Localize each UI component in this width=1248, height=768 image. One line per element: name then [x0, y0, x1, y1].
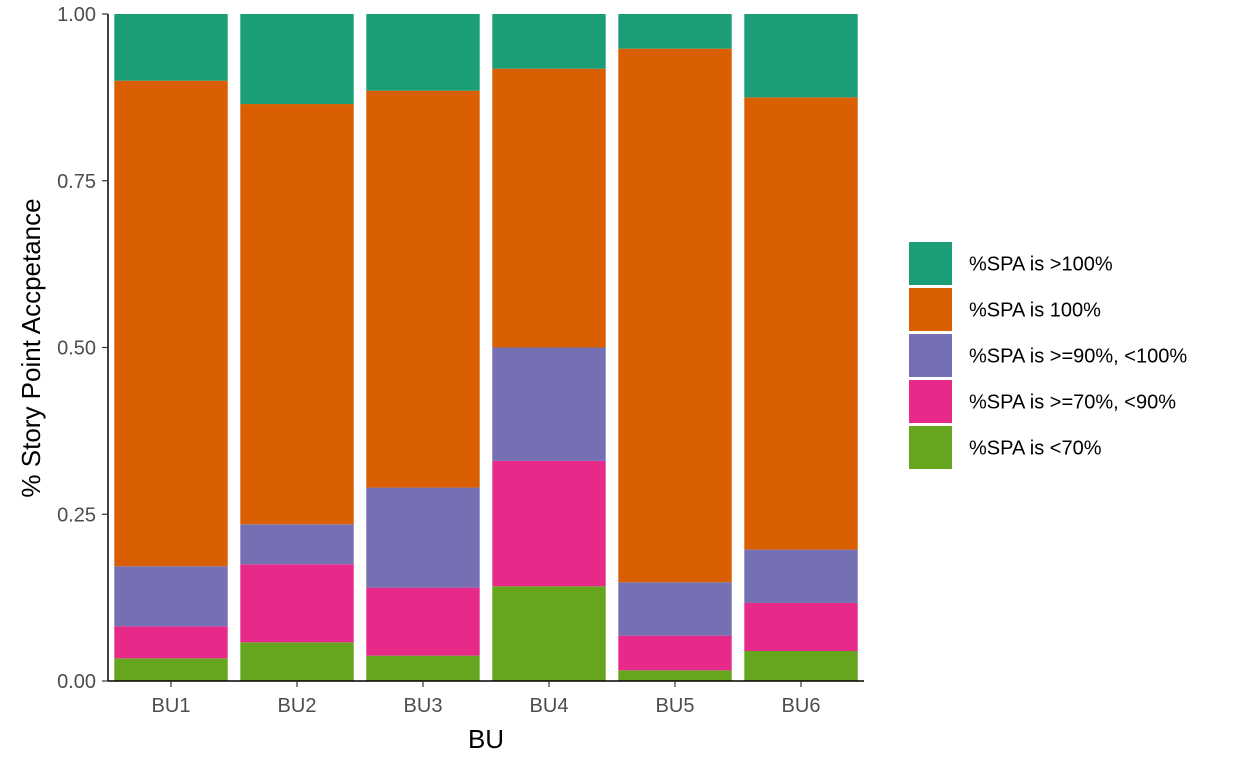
legend-key-5 [909, 426, 952, 469]
legend-label-5: %SPA is <70% [969, 438, 1102, 460]
bar-segment-bu3-series-1 [366, 14, 480, 91]
legend-label-2: %SPA is 100% [969, 300, 1101, 322]
bar-segment-bu1-series-2 [114, 80, 228, 567]
y-axis-title: % Story Point Accpetance [16, 198, 46, 497]
bar-segment-bu3-series-3 [366, 487, 480, 588]
bar-segment-bu4-series-4 [492, 460, 606, 587]
bar-segment-bu6-series-1 [744, 14, 858, 98]
bar-segment-bu6-series-5 [744, 650, 858, 681]
bar-segment-bu4-series-2 [492, 68, 606, 348]
bar-segment-bu1-series-3 [114, 566, 228, 627]
bar-segment-bu4-series-3 [492, 347, 606, 461]
x-tick-label: BU2 [278, 695, 317, 717]
y-ticks: 0.00 0.25 0.50 0.75 1.00 [57, 4, 108, 693]
legend: %SPA is >100% %SPA is 100% %SPA is >=90%, … [909, 242, 1187, 469]
bar-segment-bu3-series-2 [366, 90, 480, 488]
y-tick-label: 0.75 [57, 171, 96, 193]
bar-segment-bu6-series-3 [744, 549, 858, 603]
legend-key-1 [909, 242, 952, 285]
y-tick-label: 0.00 [57, 671, 96, 693]
bar-segment-bu6-series-2 [744, 97, 858, 550]
x-tick-label: BU1 [152, 695, 191, 717]
bar-segment-bu2-series-1 [240, 14, 354, 105]
bar-segment-bu2-series-4 [240, 564, 354, 643]
legend-key-3 [909, 334, 952, 377]
x-tick-label: BU6 [782, 695, 821, 717]
bar-segment-bu5-series-3 [618, 582, 732, 636]
x-axis-title: BU [468, 724, 504, 754]
legend-key-2 [909, 288, 952, 331]
bar-segment-bu4-series-1 [492, 14, 606, 69]
bar-segment-bu2-series-3 [240, 524, 354, 565]
bar-segment-bu5-series-5 [618, 670, 732, 681]
x-ticks: BU1 BU2 BU3 BU4 BU5 BU6 [152, 681, 821, 717]
bar-segment-bu5-series-1 [618, 14, 732, 49]
bar-segment-bu1-series-5 [114, 658, 228, 681]
bar-segment-bu6-series-4 [744, 602, 858, 651]
bar-segment-bu2-series-2 [240, 104, 354, 525]
bar-segment-bu1-series-4 [114, 626, 228, 659]
bar-layer [114, 14, 858, 681]
legend-key-4 [909, 380, 952, 423]
y-tick-label: 0.25 [57, 504, 96, 526]
y-tick-label: 0.50 [57, 338, 96, 360]
y-tick-label: 1.00 [57, 4, 96, 26]
bar-segment-bu5-series-2 [618, 48, 732, 583]
legend-label-3: %SPA is >=90%, <100% [969, 346, 1187, 368]
x-tick-label: BU3 [404, 695, 443, 717]
bar-segment-bu2-series-5 [240, 642, 354, 681]
bar-segment-bu4-series-5 [492, 586, 606, 681]
bar-segment-bu3-series-4 [366, 587, 480, 656]
x-tick-label: BU5 [656, 695, 695, 717]
bar-segment-bu5-series-4 [618, 635, 732, 671]
bar-segment-bu3-series-5 [366, 655, 480, 681]
legend-label-4: %SPA is >=70%, <90% [969, 392, 1176, 414]
x-tick-label: BU4 [530, 695, 569, 717]
legend-label-1: %SPA is >100% [969, 254, 1113, 276]
bar-segment-bu1-series-1 [114, 14, 228, 81]
